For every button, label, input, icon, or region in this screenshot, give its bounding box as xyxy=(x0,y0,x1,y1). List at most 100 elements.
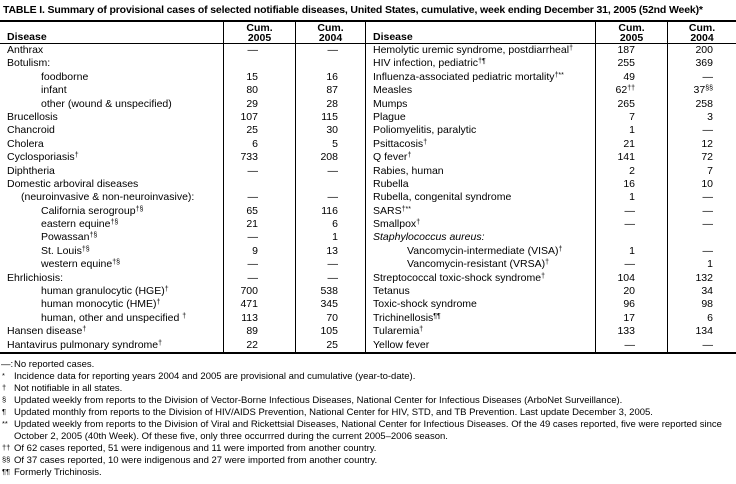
cum-2005-value: 96 xyxy=(595,298,667,312)
table-row: Ehrlichiosis: — — Streptococcal toxic-shock… xyxy=(0,271,736,286)
footnote-marker-sup: †** xyxy=(401,205,411,213)
cum-2004-value: 200 xyxy=(667,44,736,58)
cum-2005-value: 49 xyxy=(595,70,667,85)
cum-2004-value xyxy=(667,231,736,245)
table-row: western equine†§ — — Vancomycin-resistant (… xyxy=(0,258,736,272)
cum-2004-value: 70 xyxy=(295,311,365,326)
cum-2005-value: — xyxy=(223,191,295,205)
cum-2005-value: 255 xyxy=(595,57,667,71)
footnote-marker-sup: §§ xyxy=(705,85,713,93)
disease-cell: Hansen disease† xyxy=(7,325,87,338)
cum-2004-value: 369 xyxy=(667,57,736,71)
cum-2005-value: 1 xyxy=(595,124,667,138)
disease-cell: foodborne xyxy=(41,70,89,83)
col-header-cum2004-right: Cum. 2004 xyxy=(667,22,736,43)
disease-cell: SARS†** xyxy=(365,204,595,219)
table-row: Hansen disease† 89 105 Tularemia† 133 134 xyxy=(0,325,736,339)
cum-2004-value: — xyxy=(667,191,736,205)
notifiable-diseases-table: Disease Cum. 2005 Cum. 2004 Disease Cum.… xyxy=(0,20,736,354)
cum-2004-value: — xyxy=(667,244,736,259)
cum-2004-value: 25 xyxy=(295,338,365,352)
disease-cell: Hemolytic uremic syndrome, postdiarrheal… xyxy=(365,44,595,58)
table-row: California serogroup†§ 65 116 SARS†** — — xyxy=(0,204,736,219)
cum-2005-value: 7 xyxy=(595,110,667,125)
cum-label: Cum. xyxy=(246,22,273,34)
cum-2004-value: 208 xyxy=(295,151,365,165)
cum-2005-value: — xyxy=(223,231,295,245)
year-2005-label: 2005 xyxy=(247,32,272,44)
footnote-text: Incidence data for reporting years 2004 … xyxy=(14,370,416,382)
cum-2005-value: 16 xyxy=(595,177,667,192)
disease-cell: Influenza-associated pediatric mortality… xyxy=(365,70,595,85)
footnote: §§ Of 37 cases reported, 10 were indigeno… xyxy=(0,455,736,467)
footnote-marker: †† xyxy=(2,442,11,452)
cum-2005-value: 2 xyxy=(595,164,667,178)
disease-cell: Botulism: xyxy=(7,57,51,70)
disease-cell: Vancomycin-intermediate (VISA)† xyxy=(365,244,595,259)
table-row: Diphtheria — — Rabies, human 2 7 xyxy=(0,164,736,178)
cum-2004-value: 34 xyxy=(667,285,736,299)
disease-cell: Cyclosporiasis† xyxy=(7,151,79,164)
disease-cell: Poliomyelitis, paralytic xyxy=(365,124,595,138)
disease-cell: eastern equine†§ xyxy=(41,218,119,231)
table-row: other (wound & unspecified) 29 28 Mumps 265 2… xyxy=(0,97,736,111)
cum-2005-value: 62†† xyxy=(595,84,667,98)
disease-cell: Domestic arboviral diseases xyxy=(7,177,139,190)
disease-cell: Anthrax xyxy=(7,44,44,56)
cum-2005-value: 20 xyxy=(595,285,667,299)
cum-label: Cum. xyxy=(317,22,344,34)
cum-2005-value: — xyxy=(595,204,667,219)
col-header-cum2005-left: Cum. 2005 xyxy=(223,22,295,43)
cum-label: Cum. xyxy=(618,22,645,34)
footnote-text: Updated weekly from reports to the Divis… xyxy=(14,418,722,442)
cum-2005-value: — xyxy=(223,164,295,178)
cum-2005-value: — xyxy=(223,271,295,286)
footnote-marker-sup: †¶ xyxy=(478,58,486,66)
footnote-marker: * xyxy=(2,370,5,380)
cum-2005-value: 1 xyxy=(595,244,667,259)
col-header-cum2004-left: Cum. 2004 xyxy=(295,22,365,43)
cum-2005-value: 89 xyxy=(223,325,295,339)
footnote-marker: —: xyxy=(1,358,14,370)
footnote-marker: §§ xyxy=(2,454,11,464)
footnote-marker-sup: † xyxy=(82,326,87,334)
table-row: eastern equine†§ 21 6 Smallpox† — — xyxy=(0,218,736,232)
cum-2005-value: 265 xyxy=(595,97,667,111)
cum-2005-value: 107 xyxy=(223,110,295,125)
table-row: Chancroid 25 30 Poliomyelitis, paralytic 1— xyxy=(0,124,736,138)
footnote-marker: ¶¶ xyxy=(2,466,11,476)
footnote: † Not notifiable in all states. xyxy=(0,383,736,395)
disease-cell: Toxic-shock syndrome xyxy=(365,298,595,312)
disease-cell: Hantavirus pulmonary syndrome† xyxy=(7,338,163,351)
cum-label: Cum. xyxy=(688,22,716,34)
cum-2005-value: 133 xyxy=(595,325,667,339)
disease-cell: Q fever† xyxy=(365,151,595,165)
cum-2005-value: — xyxy=(223,44,295,58)
disease-cell: human monocytic (HME)† xyxy=(41,298,161,311)
footnote-marker-sup: † xyxy=(156,299,161,307)
cum-2005-value xyxy=(595,231,667,245)
disease-cell: Measles xyxy=(365,84,595,98)
year-2004-label: 2004 xyxy=(690,32,714,44)
footnote-marker-sup: † xyxy=(182,312,187,320)
cum-2005-value: 9 xyxy=(223,244,295,259)
footnote: * Incidence data for reporting years 2004… xyxy=(0,371,736,383)
table-row: (neuroinvasive & non-neuroinvasive): — — Ru… xyxy=(0,191,736,205)
cum-2004-value: 98 xyxy=(667,298,736,312)
disease-cell: California serogroup†§ xyxy=(41,204,144,217)
footnote: †† Of 62 cases reported, 51 were indigeno… xyxy=(0,443,736,455)
footnote-marker-sup: † xyxy=(558,245,563,253)
cum-2004-value: 7 xyxy=(667,164,736,178)
cum-2004-value: — xyxy=(667,124,736,138)
cum-2004-value: — xyxy=(667,204,736,219)
disease-cell: western equine†§ xyxy=(41,258,121,271)
footnote-text: Updated monthly from reports to the Divi… xyxy=(14,406,653,418)
footnote-marker-sup: † xyxy=(74,152,79,160)
footnotes: —: No reported cases. * Incidence data for … xyxy=(0,359,736,479)
table-row: Brucellosis 107 115 Plague 7 3 xyxy=(0,110,736,125)
disease-cell: Tetanus xyxy=(365,285,595,299)
cum-2005-value: — xyxy=(223,258,295,272)
cum-2004-value: 37§§ xyxy=(667,84,736,98)
cum-2004-value: 10 xyxy=(667,177,736,192)
